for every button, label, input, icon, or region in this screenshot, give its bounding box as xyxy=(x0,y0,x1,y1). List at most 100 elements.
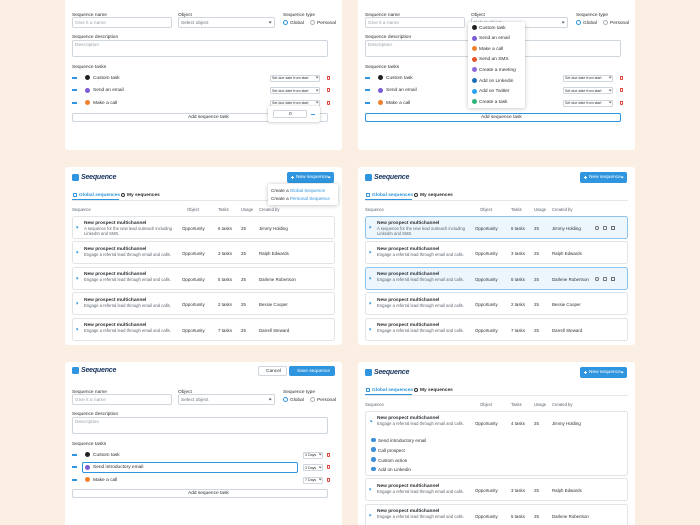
row-action[interactable] xyxy=(595,225,599,230)
description-input[interactable] xyxy=(72,417,328,434)
add-task-button[interactable] xyxy=(72,113,328,122)
drag-handle[interactable] xyxy=(72,453,77,456)
drag-handle[interactable] xyxy=(72,478,77,481)
new-sequence-button[interactable] xyxy=(580,367,627,378)
cancel-button[interactable] xyxy=(258,366,287,376)
object-cell: Opportunity xyxy=(182,302,205,307)
task-menu-item[interactable]: Make a call xyxy=(479,46,504,52)
tab-icon[interactable] xyxy=(414,387,418,392)
delete-icon[interactable] xyxy=(327,75,331,80)
usage-cell: 25 xyxy=(241,251,246,256)
sequence-row[interactable] xyxy=(72,266,335,290)
tab[interactable]: Global sequences xyxy=(79,193,121,198)
due-select[interactable] xyxy=(303,451,323,459)
tab[interactable]: My sequences xyxy=(420,193,453,198)
drag-handle[interactable] xyxy=(72,101,77,104)
delete-icon[interactable] xyxy=(327,88,331,93)
drag-handle[interactable] xyxy=(365,101,370,104)
task-menu-item[interactable]: Custom task xyxy=(479,25,506,31)
subtask: Send introductory email xyxy=(378,437,427,443)
task-menu-item[interactable]: Add on Linkedin xyxy=(479,78,514,84)
delete-icon[interactable] xyxy=(620,100,624,105)
delete-icon[interactable] xyxy=(327,477,331,482)
sequence-row[interactable] xyxy=(365,410,628,476)
radio[interactable] xyxy=(310,20,315,25)
delete-icon[interactable] xyxy=(327,465,331,470)
object-select[interactable] xyxy=(178,17,275,28)
days-input[interactable] xyxy=(273,110,307,118)
tab[interactable]: My sequences xyxy=(420,388,453,393)
radio[interactable] xyxy=(603,20,608,25)
new-sequence-text: New sequence xyxy=(589,175,621,181)
object-select[interactable] xyxy=(178,394,275,405)
tab-icon[interactable] xyxy=(414,192,418,197)
tab[interactable]: My sequences xyxy=(127,193,160,198)
add-task-button[interactable] xyxy=(365,113,621,122)
drag-handle[interactable] xyxy=(365,89,370,92)
task-menu-item[interactable]: Send an email xyxy=(479,36,510,42)
sequence-row[interactable] xyxy=(365,478,628,501)
delete-icon[interactable] xyxy=(620,75,624,80)
task-menu-item[interactable]: Create a meeting xyxy=(479,67,516,73)
due-select[interactable] xyxy=(303,464,323,471)
sequence-row[interactable] xyxy=(365,503,628,525)
delete-icon[interactable] xyxy=(327,100,331,105)
tab-icon[interactable] xyxy=(366,387,370,392)
new-sequence-button[interactable] xyxy=(287,172,334,183)
row-action[interactable] xyxy=(611,225,615,230)
drag-handle[interactable] xyxy=(72,466,77,469)
radio[interactable] xyxy=(283,397,288,402)
row-action[interactable] xyxy=(611,276,615,281)
tab-icon[interactable] xyxy=(73,192,77,197)
due-select[interactable] xyxy=(563,74,613,82)
name-input[interactable] xyxy=(72,17,172,28)
description-input[interactable] xyxy=(72,40,328,57)
drag-handle[interactable] xyxy=(365,76,370,79)
task-icon xyxy=(371,457,376,462)
sequence-row[interactable] xyxy=(72,215,335,239)
drag-handle[interactable] xyxy=(72,89,77,92)
due-select[interactable] xyxy=(563,99,613,107)
row-action[interactable] xyxy=(603,225,607,230)
drag-handle[interactable] xyxy=(72,76,77,79)
create-menu-item[interactable]: Create aGlobal Sequence xyxy=(271,188,325,193)
add-task-text: Add sequence task xyxy=(188,491,229,497)
sequence-row[interactable] xyxy=(365,215,628,239)
new-sequence-button[interactable] xyxy=(580,172,627,183)
delete-icon[interactable] xyxy=(620,88,624,93)
delete-icon[interactable] xyxy=(327,452,331,457)
task-name-input[interactable] xyxy=(82,461,298,473)
due-text: Set due date from start xyxy=(272,88,309,93)
tab[interactable]: Global sequences xyxy=(372,193,414,198)
sequence-row[interactable] xyxy=(72,241,335,264)
tab-icon[interactable] xyxy=(121,192,125,197)
sequence-row[interactable] xyxy=(365,317,628,341)
task-icon xyxy=(472,88,477,94)
due-select[interactable] xyxy=(563,87,613,94)
tab-icon[interactable] xyxy=(366,192,370,197)
radio[interactable] xyxy=(310,397,315,402)
tab[interactable]: Global sequences xyxy=(372,388,414,393)
radio[interactable] xyxy=(576,20,581,25)
due-select[interactable] xyxy=(270,87,320,94)
confirm-arrow[interactable] xyxy=(311,113,315,115)
usage-cell: 25 xyxy=(241,225,246,231)
task-menu-item[interactable]: Create a task xyxy=(479,99,508,105)
name-input[interactable] xyxy=(72,394,172,405)
sequence-row[interactable] xyxy=(365,292,628,315)
row-action[interactable] xyxy=(595,276,599,281)
sequence-row[interactable] xyxy=(72,317,335,341)
sequence-row[interactable] xyxy=(365,266,628,290)
name-input[interactable] xyxy=(365,17,465,28)
row-action[interactable] xyxy=(603,276,607,281)
sequence-row[interactable] xyxy=(365,241,628,264)
sequence-row[interactable] xyxy=(72,292,335,315)
radio[interactable] xyxy=(283,20,288,25)
save-button[interactable] xyxy=(289,366,335,376)
add-task-button[interactable] xyxy=(72,489,328,498)
task-menu-item[interactable]: Add on Twitter xyxy=(479,89,510,95)
due-select[interactable] xyxy=(303,476,323,484)
task-menu-item[interactable]: Send an SMS xyxy=(479,57,509,63)
due-select[interactable] xyxy=(270,74,320,82)
create-menu-item[interactable]: Create aPersonal Sequence xyxy=(271,196,330,201)
